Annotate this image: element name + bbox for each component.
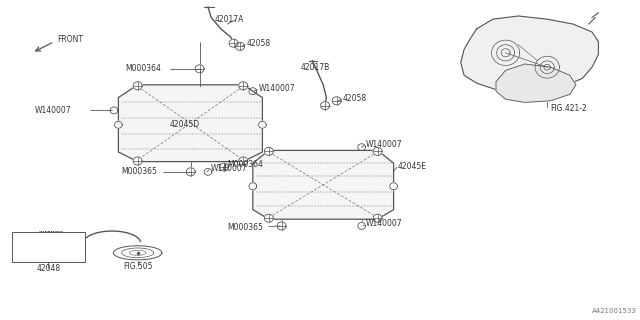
Text: 42048: 42048 — [36, 264, 60, 273]
Text: ⚠ AVERTISSEMENT: ⚠ AVERTISSEMENT — [28, 246, 68, 250]
Text: W140007: W140007 — [366, 140, 403, 149]
FancyBboxPatch shape — [12, 232, 85, 262]
Text: 42045D: 42045D — [170, 120, 200, 129]
Polygon shape — [133, 157, 142, 165]
Polygon shape — [186, 168, 195, 176]
Polygon shape — [239, 157, 248, 165]
Text: 42017A: 42017A — [214, 15, 244, 24]
Polygon shape — [358, 222, 365, 229]
Text: 42058: 42058 — [342, 94, 367, 103]
Polygon shape — [239, 82, 248, 90]
Text: W140007: W140007 — [211, 164, 248, 173]
Polygon shape — [249, 183, 257, 190]
Polygon shape — [358, 144, 365, 151]
Polygon shape — [332, 97, 341, 105]
Text: FIG.505: FIG.505 — [123, 262, 152, 271]
Polygon shape — [264, 147, 273, 156]
Text: ⚠ WARNING: ⚠ WARNING — [34, 231, 63, 235]
Polygon shape — [229, 39, 238, 47]
Polygon shape — [110, 107, 118, 114]
Polygon shape — [115, 121, 122, 128]
Polygon shape — [277, 222, 286, 230]
Text: W140007: W140007 — [366, 220, 403, 228]
Polygon shape — [373, 147, 382, 156]
Text: W140007: W140007 — [259, 84, 296, 93]
Polygon shape — [373, 214, 382, 222]
Text: W140007: W140007 — [35, 106, 72, 115]
Polygon shape — [236, 42, 244, 51]
Text: A421001533: A421001533 — [592, 308, 637, 314]
Polygon shape — [461, 16, 598, 93]
Polygon shape — [259, 121, 266, 128]
Text: 42045E: 42045E — [398, 162, 427, 171]
Polygon shape — [195, 65, 204, 73]
Polygon shape — [118, 85, 262, 162]
Text: M000364: M000364 — [125, 64, 161, 73]
Polygon shape — [390, 183, 397, 190]
Polygon shape — [249, 88, 257, 95]
Text: 42058: 42058 — [246, 39, 271, 48]
Polygon shape — [204, 168, 212, 175]
Text: M000364: M000364 — [227, 160, 263, 169]
Text: 42017B: 42017B — [301, 63, 330, 72]
Polygon shape — [133, 82, 142, 90]
Polygon shape — [496, 64, 576, 102]
Text: M000365: M000365 — [227, 223, 263, 232]
Polygon shape — [264, 214, 273, 222]
Text: FIG.421-2: FIG.421-2 — [550, 104, 587, 113]
Polygon shape — [253, 150, 394, 219]
Text: FRONT: FRONT — [58, 36, 84, 44]
Text: M000365: M000365 — [122, 167, 157, 176]
Polygon shape — [220, 163, 228, 171]
Polygon shape — [321, 101, 330, 110]
